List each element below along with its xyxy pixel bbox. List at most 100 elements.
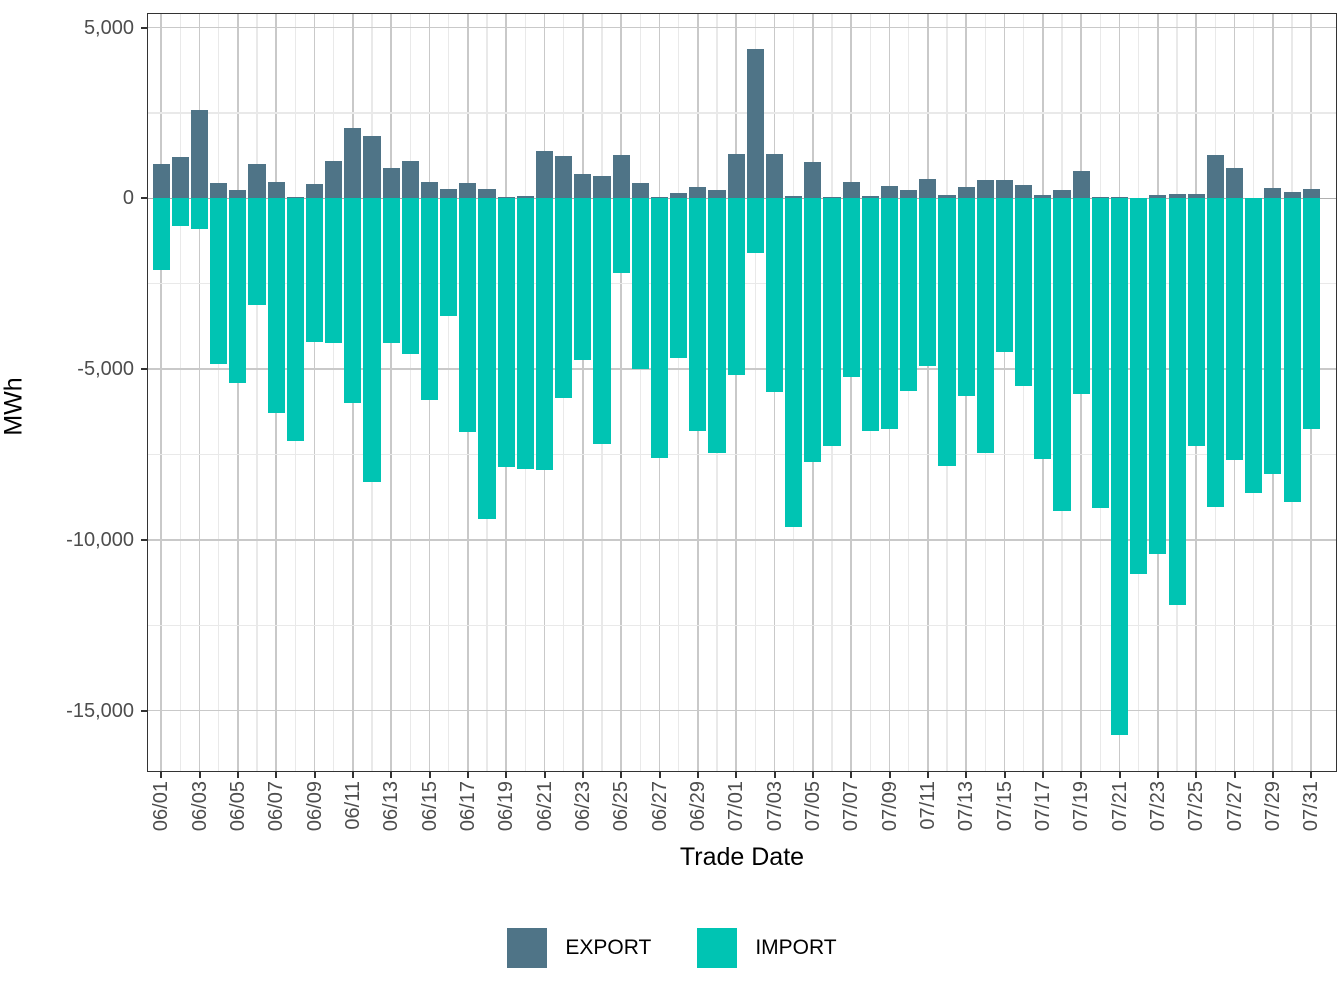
import-bar-06/28 xyxy=(670,198,688,359)
export-bar-07/10 xyxy=(900,190,918,199)
export-bar-07/02 xyxy=(746,48,764,199)
export-bar-06/26 xyxy=(631,182,649,199)
import-bar-07/23 xyxy=(1149,198,1167,554)
y-tick-mark xyxy=(141,538,148,541)
import-bar-07/11 xyxy=(919,198,937,366)
x-tick-mark xyxy=(620,771,623,778)
export-bar-06/24 xyxy=(593,175,611,199)
import-bar-06/13 xyxy=(382,198,400,344)
x-tick-label-06/13: 06/13 xyxy=(380,781,403,832)
import-bar-07/02 xyxy=(746,198,764,253)
import-bar-07/04 xyxy=(785,198,803,527)
y-tick-mark xyxy=(141,709,148,712)
import-bar-06/17 xyxy=(459,198,477,432)
export-bar-06/05 xyxy=(229,189,247,199)
import-bar-07/08 xyxy=(861,198,879,431)
import-bar-07/28 xyxy=(1245,198,1263,494)
horizontal-major-gridline xyxy=(148,539,1336,541)
x-tick-mark xyxy=(926,771,929,778)
import-bar-07/06 xyxy=(823,198,841,447)
export-bar-06/23 xyxy=(574,174,592,199)
x-tick-label-06/21: 06/21 xyxy=(533,781,556,832)
import-bar-07/20 xyxy=(1091,198,1109,508)
export-bar-07/16 xyxy=(1015,185,1033,199)
import-bar-07/13 xyxy=(957,198,975,397)
y-tick-label-5000: 5,000 xyxy=(83,16,134,39)
x-tick-mark xyxy=(543,771,546,778)
vertical-major-gridline xyxy=(390,14,392,771)
export-bar-07/23 xyxy=(1149,194,1167,199)
export-bar-07/09 xyxy=(880,186,899,199)
x-tick-mark xyxy=(1003,771,1006,778)
x-tick-mark xyxy=(428,771,431,778)
x-tick-mark xyxy=(313,771,316,778)
import-bar-06/23 xyxy=(574,198,592,361)
export-swatch xyxy=(507,928,548,968)
vertical-minor-gridline xyxy=(639,14,642,771)
x-tick-label-07/21: 07/21 xyxy=(1108,781,1131,832)
import-legend-label: IMPORT xyxy=(755,936,837,959)
vertical-minor-gridline xyxy=(447,14,450,771)
import-bar-06/01 xyxy=(152,198,170,270)
import-bar-06/11 xyxy=(344,198,362,404)
vertical-major-gridline xyxy=(582,14,584,771)
import-bar-06/25 xyxy=(612,198,630,274)
vertical-major-gridline xyxy=(237,14,239,771)
export-bar-06/13 xyxy=(382,167,400,199)
export-bar-07/24 xyxy=(1168,193,1186,199)
legend: EXPORT IMPORT xyxy=(0,928,1344,968)
x-tick-label-07/19: 07/19 xyxy=(1070,781,1093,832)
export-bar-06/03 xyxy=(190,109,209,199)
x-tick-label-06/01: 06/01 xyxy=(150,781,173,832)
vertical-minor-gridline xyxy=(179,14,182,771)
x-tick-mark xyxy=(236,771,239,778)
x-tick-mark xyxy=(351,771,354,778)
vertical-major-gridline xyxy=(927,14,929,771)
import-bar-07/24 xyxy=(1168,198,1186,606)
import-bar-07/16 xyxy=(1015,198,1033,387)
import-bar-06/03 xyxy=(190,198,209,229)
export-bar-06/12 xyxy=(363,136,381,199)
export-bar-07/26 xyxy=(1206,154,1224,199)
export-bar-06/11 xyxy=(344,128,362,199)
x-tick-label-06/09: 06/09 xyxy=(303,781,326,832)
import-bar-06/24 xyxy=(593,198,611,445)
x-tick-label-07/03: 07/03 xyxy=(763,781,786,832)
export-bar-07/04 xyxy=(785,196,803,199)
vertical-minor-gridline xyxy=(677,14,680,771)
export-bar-06/28 xyxy=(670,193,688,199)
horizontal-minor-gridline xyxy=(148,453,1336,456)
x-tick-mark xyxy=(965,771,968,778)
horizontal-major-gridline xyxy=(148,26,1336,29)
export-bar-07/19 xyxy=(1072,171,1090,199)
import-bar-06/14 xyxy=(401,198,419,354)
horizontal-minor-gridline xyxy=(148,112,1336,114)
export-bar-06/19 xyxy=(497,196,515,199)
y-tick-label--10000: -10,000 xyxy=(66,528,134,551)
vertical-minor-gridline xyxy=(256,14,258,771)
import-bar-06/21 xyxy=(535,198,554,470)
export-bar-06/16 xyxy=(440,189,458,199)
x-tick-label-06/11: 06/11 xyxy=(341,781,364,830)
import-bar-06/16 xyxy=(440,198,458,316)
x-tick-mark xyxy=(1080,771,1083,778)
import-bar-07/03 xyxy=(765,198,784,392)
x-tick-label-07/13: 07/13 xyxy=(955,781,978,832)
plot-panel xyxy=(148,14,1336,771)
x-tick-mark xyxy=(581,771,584,778)
import-bar-07/27 xyxy=(1226,198,1244,460)
export-bar-07/17 xyxy=(1034,195,1052,199)
import-bar-07/14 xyxy=(976,198,994,454)
export-bar-07/21 xyxy=(1111,197,1129,199)
x-tick-label-06/05: 06/05 xyxy=(226,781,249,832)
import-bar-07/07 xyxy=(842,198,860,377)
export-bar-07/27 xyxy=(1226,168,1244,199)
export-bar-06/09 xyxy=(305,184,324,199)
import-bar-07/12 xyxy=(938,198,956,467)
export-bar-06/08 xyxy=(286,196,304,199)
vertical-minor-gridline xyxy=(754,14,757,771)
x-tick-label-07/29: 07/29 xyxy=(1261,781,1284,832)
x-tick-label-07/01: 07/01 xyxy=(725,781,748,832)
x-tick-label-06/17: 06/17 xyxy=(456,781,479,832)
vertical-major-gridline xyxy=(773,14,776,771)
